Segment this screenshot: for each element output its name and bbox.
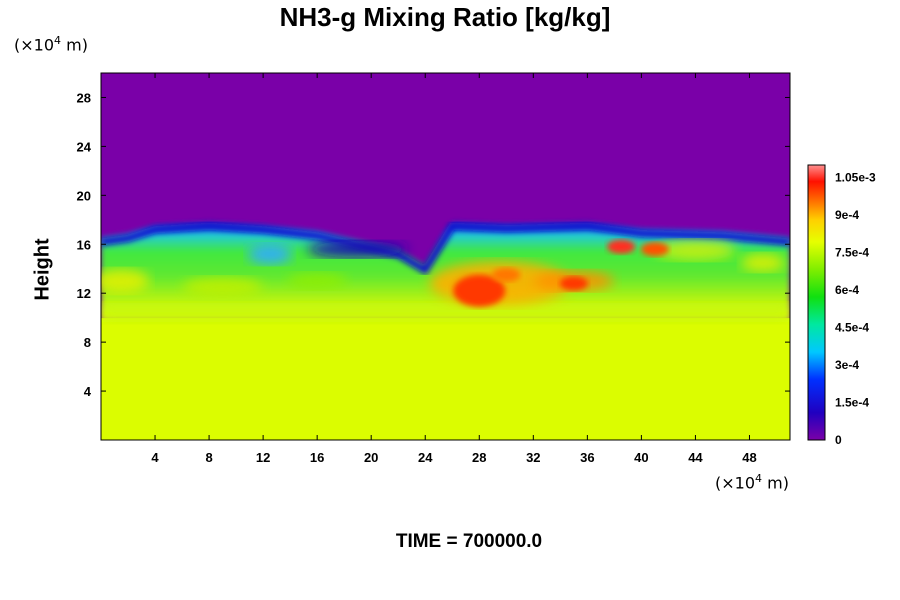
- colorbar-label: 1.5e-4: [835, 396, 869, 410]
- field-patch: [287, 272, 348, 289]
- x-tick-label: 40: [634, 450, 648, 465]
- colorbar-gradient: [807, 164, 826, 441]
- x-tick-label: 44: [688, 450, 703, 465]
- y-tick-label: 24: [77, 139, 92, 154]
- colorbar-label: 3e-4: [835, 358, 859, 372]
- x-tick-label: 12: [256, 450, 270, 465]
- x-tick-label: 4: [151, 450, 159, 465]
- x-tick-label: 16: [310, 450, 324, 465]
- y-tick-label: 12: [77, 286, 91, 301]
- y-axis-unit: (×104 m): [14, 34, 88, 55]
- y-tick-label: 28: [77, 90, 91, 105]
- x-tick-label: 24: [418, 450, 433, 465]
- colorbar-label: 0: [835, 433, 842, 447]
- y-tick-label: 20: [77, 188, 91, 203]
- y-tick-label: 4: [84, 384, 92, 399]
- y-tick-label: 8: [84, 335, 91, 350]
- colorbar-label: 4.5e-4: [835, 321, 869, 335]
- field-patch: [655, 240, 736, 261]
- hotspot: [453, 274, 506, 307]
- blue-pocket: [307, 241, 408, 258]
- colorbar-label: 6e-4: [835, 283, 859, 297]
- hotspot: [640, 242, 669, 257]
- lower-layer: [101, 318, 790, 440]
- cyan-pocket: [247, 244, 292, 265]
- hotspot: [607, 239, 636, 254]
- x-tick-label: 48: [742, 450, 756, 465]
- field-patch: [740, 253, 785, 272]
- x-tick-label: 20: [364, 450, 378, 465]
- heatmap-field: [101, 73, 790, 440]
- field-patch: [101, 268, 150, 293]
- hotspot: [492, 267, 521, 282]
- time-label: TIME = 700000.0: [395, 531, 543, 552]
- x-tick-label: 32: [526, 450, 540, 465]
- colorbar: 0 1.5e-4 3e-4 4.5e-4 6e-4 7.5e-4 9e-4 1.05e-3: [807, 164, 876, 447]
- y-axis: 4 8 12 16 20 24 28: [77, 90, 790, 399]
- colorbar-label: 7.5e-4: [835, 246, 869, 260]
- x-tick-label: 36: [580, 450, 594, 465]
- layer-top-edge: [101, 222, 790, 276]
- x-tick-label: 8: [205, 450, 212, 465]
- y-tick-label: 16: [77, 237, 91, 252]
- colorbar-label: 9e-4: [835, 208, 859, 222]
- hotspot: [559, 276, 588, 291]
- lower-transition: [101, 302, 790, 323]
- plot-frame: [100, 72, 791, 441]
- colorbar-label: 1.05e-3: [835, 171, 876, 185]
- x-axis: 4 8 12 16 20 24 28 32 36 40 44 48: [151, 73, 757, 465]
- chart-title: NH3-g Mixing Ratio [kg/kg]: [279, 2, 611, 32]
- x-axis-unit: (×104 m): [715, 472, 789, 493]
- x-tick-label: 28: [472, 450, 486, 465]
- field-patch: [182, 277, 263, 298]
